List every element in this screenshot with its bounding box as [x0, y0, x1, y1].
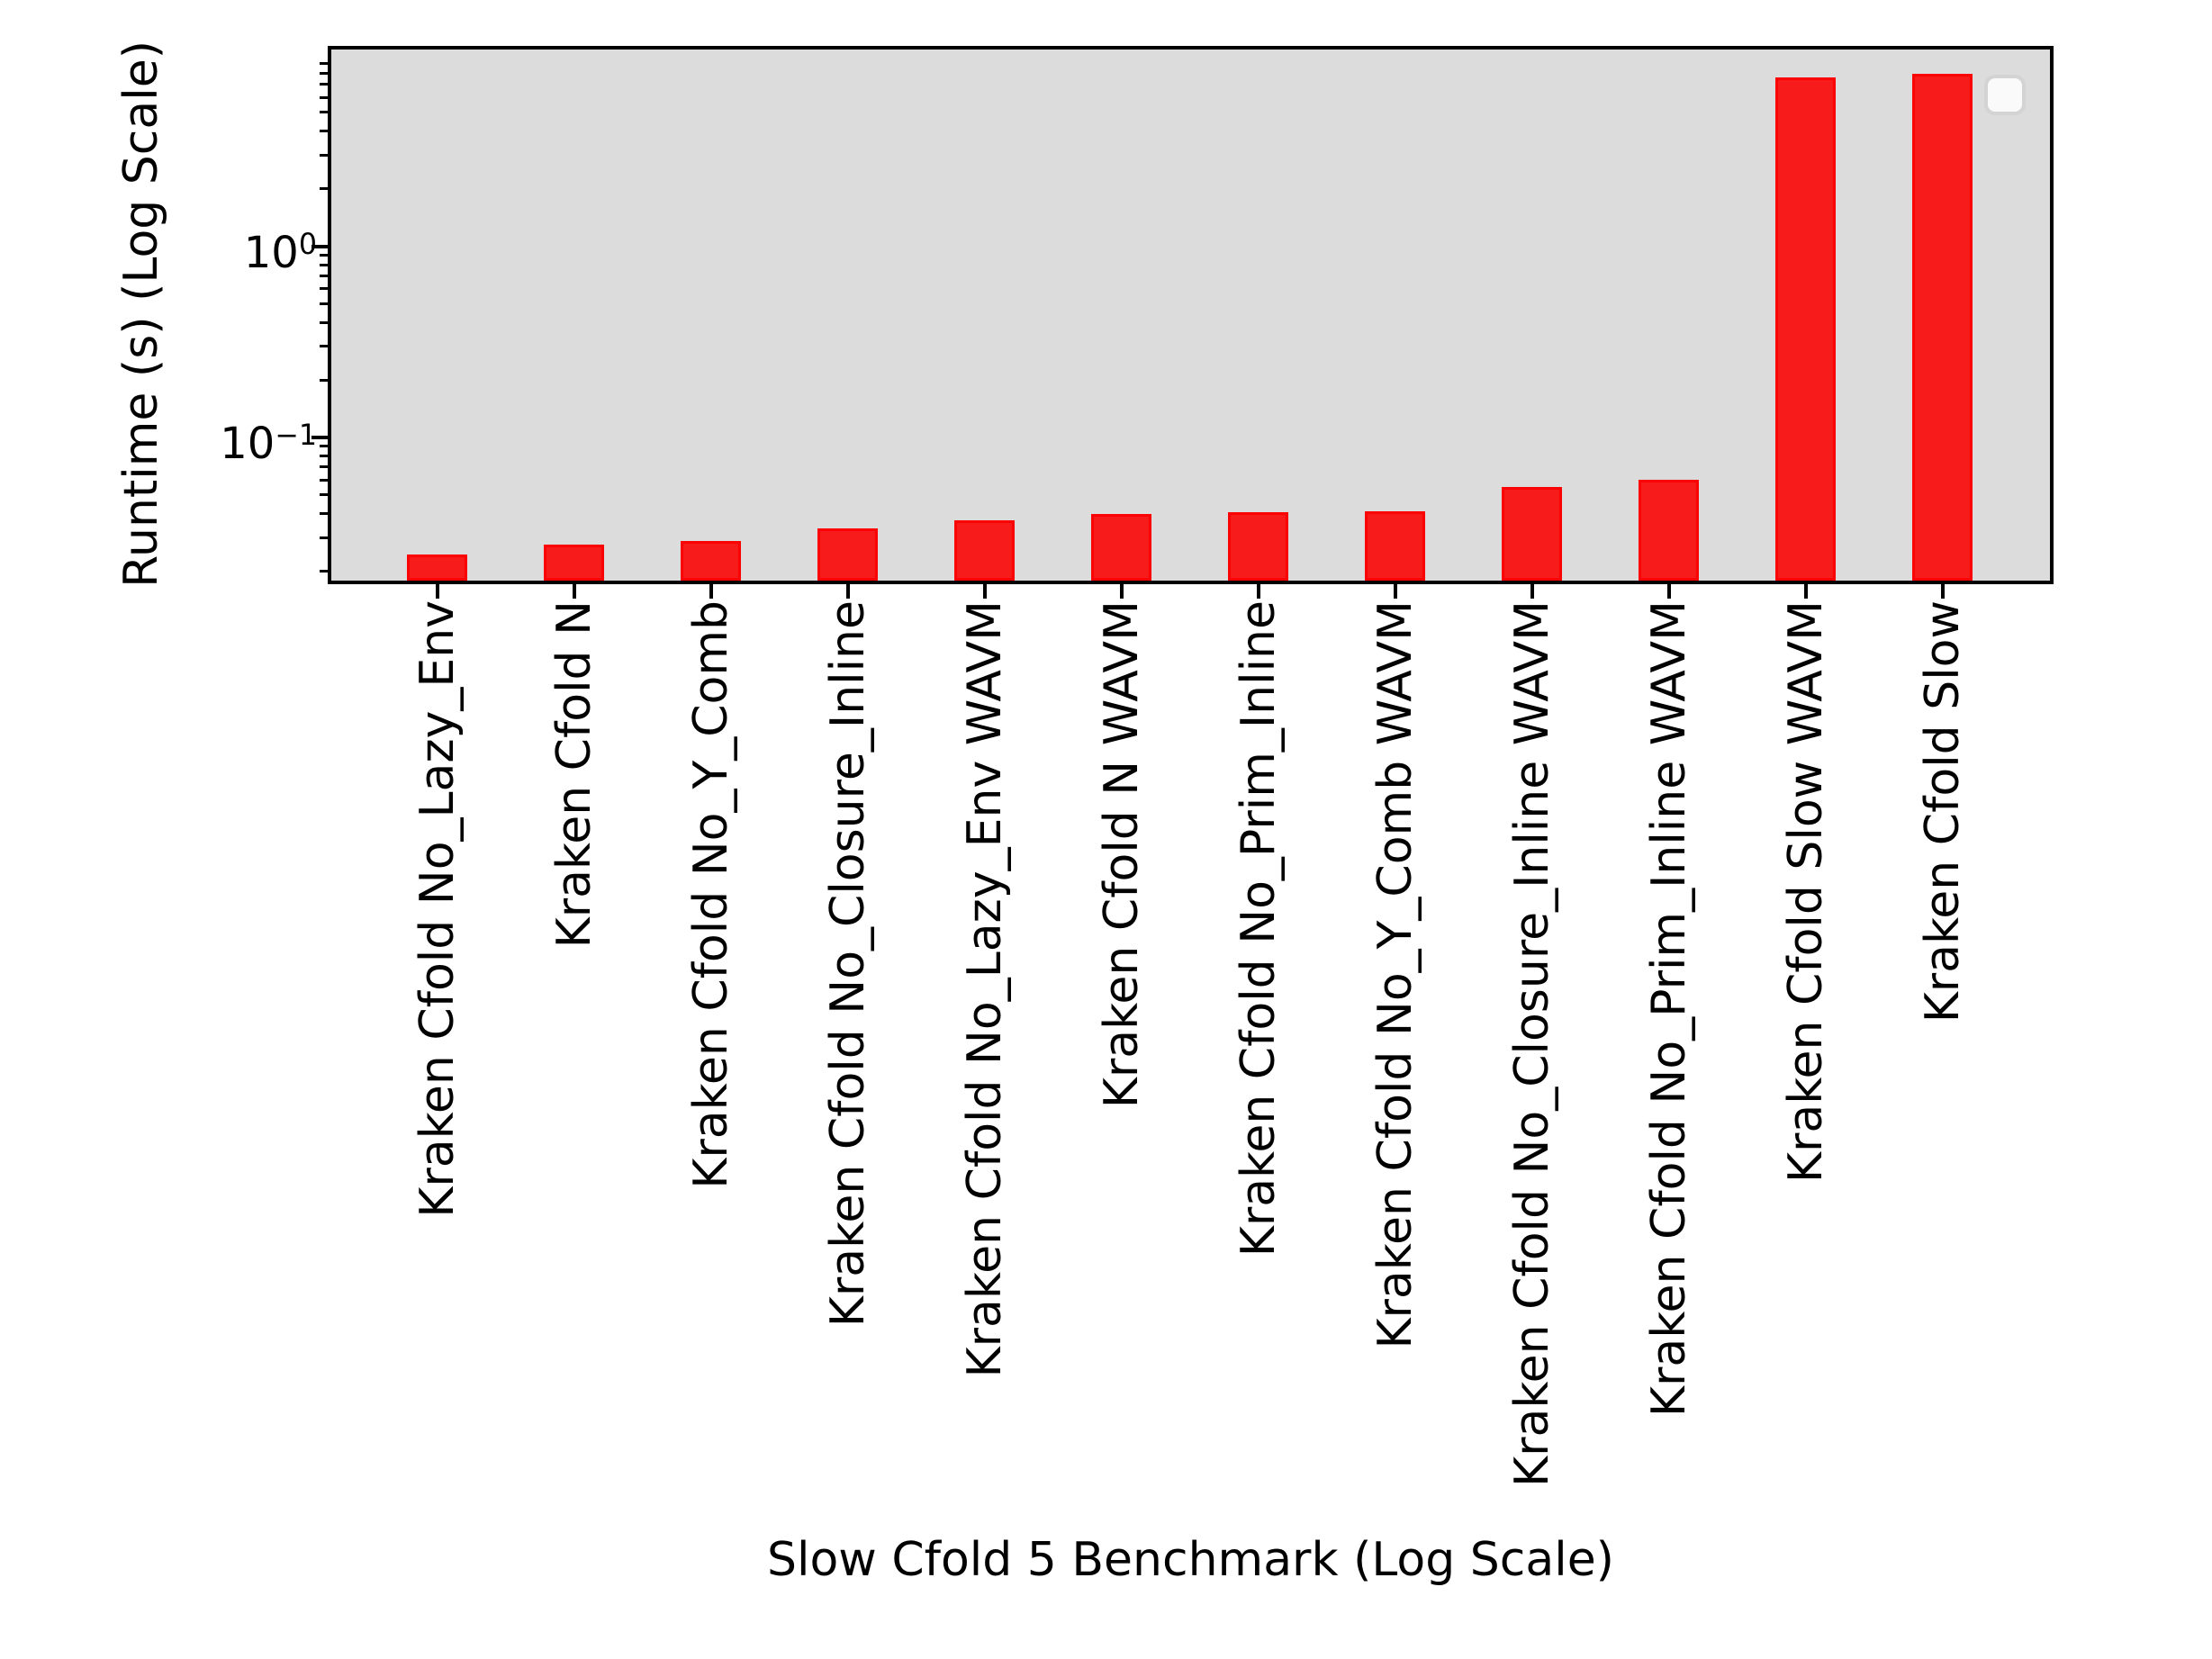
- y-minor-tick: [320, 287, 328, 291]
- y-minor-tick: [320, 263, 328, 266]
- bar: [1639, 479, 1699, 581]
- y-minor-tick: [320, 455, 328, 458]
- y-major-tick: [311, 436, 328, 439]
- bar: [681, 540, 741, 581]
- y-minor-tick: [320, 345, 328, 348]
- x-tick: [1119, 584, 1124, 599]
- y-minor-tick: [320, 302, 328, 305]
- bar: [954, 520, 1015, 581]
- plot-area: [328, 46, 2054, 584]
- x-tick: [435, 584, 439, 599]
- y-axis-label-text: Runtime (s) (Log Scale): [114, 41, 168, 588]
- y-minor-tick: [320, 253, 328, 257]
- y-minor-tick: [320, 478, 328, 482]
- bar: [1502, 487, 1562, 581]
- bar: [1365, 510, 1425, 581]
- y-minor-tick: [320, 378, 328, 382]
- bar: [407, 555, 467, 581]
- x-tick: [1256, 584, 1260, 599]
- x-tick: [572, 584, 576, 599]
- y-tick-label: 100: [243, 227, 317, 278]
- y-tick-label: 10−1: [220, 419, 317, 470]
- x-tick: [1393, 584, 1397, 599]
- y-minor-tick: [320, 274, 328, 277]
- y-minor-tick: [320, 153, 328, 157]
- y-major-tick: [311, 244, 328, 248]
- y-minor-tick: [320, 83, 328, 86]
- y-minor-tick: [320, 320, 328, 324]
- y-minor-tick: [320, 536, 328, 539]
- y-minor-tick: [320, 72, 328, 76]
- x-tick: [1530, 584, 1534, 599]
- bar: [544, 544, 604, 581]
- bar: [1091, 514, 1151, 581]
- x-tick: [845, 584, 850, 599]
- legend: [1984, 75, 2026, 115]
- y-minor-tick: [320, 95, 328, 99]
- y-minor-tick: [320, 465, 328, 469]
- x-tick: [1940, 584, 1945, 599]
- y-minor-tick: [320, 111, 328, 114]
- y-minor-tick: [320, 62, 328, 66]
- bar: [1228, 511, 1288, 581]
- y-minor-tick: [320, 512, 328, 516]
- x-tick: [1666, 584, 1671, 599]
- y-axis-label: Runtime (s) (Log Scale): [114, 41, 665, 588]
- x-tick: [709, 584, 713, 599]
- y-minor-tick: [320, 130, 328, 133]
- x-tick-label: Kraken Cfold Slow: [1915, 600, 1970, 1023]
- y-minor-tick: [320, 187, 328, 191]
- y-minor-tick: [320, 570, 328, 573]
- x-tick: [982, 584, 987, 599]
- y-minor-tick: [320, 445, 328, 448]
- y-minor-tick: [320, 493, 328, 497]
- bar: [817, 527, 878, 581]
- bar: [1912, 74, 1973, 581]
- bar: [1775, 77, 1836, 581]
- x-axis-label: Slow Cfold 5 Benchmark (Log Scale): [767, 1533, 1614, 1587]
- x-tick: [1803, 584, 1808, 599]
